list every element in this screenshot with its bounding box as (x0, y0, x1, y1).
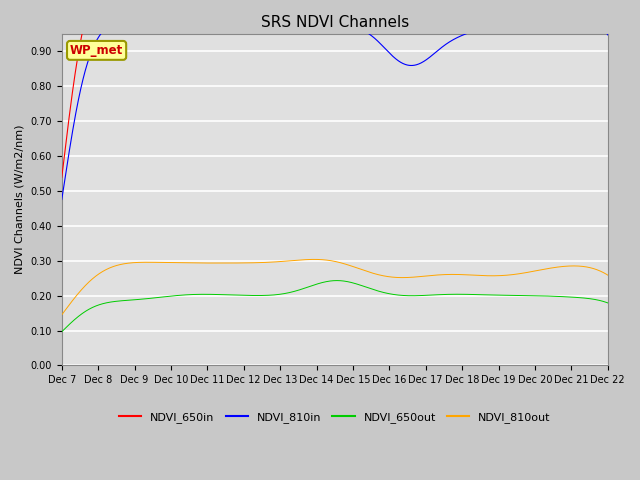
Text: WP_met: WP_met (70, 44, 124, 57)
Legend: NDVI_650in, NDVI_810in, NDVI_650out, NDVI_810out: NDVI_650in, NDVI_810in, NDVI_650out, NDV… (115, 408, 555, 427)
Title: SRS NDVI Channels: SRS NDVI Channels (260, 15, 409, 30)
Y-axis label: NDVI Channels (W/m2/nm): NDVI Channels (W/m2/nm) (15, 125, 25, 275)
